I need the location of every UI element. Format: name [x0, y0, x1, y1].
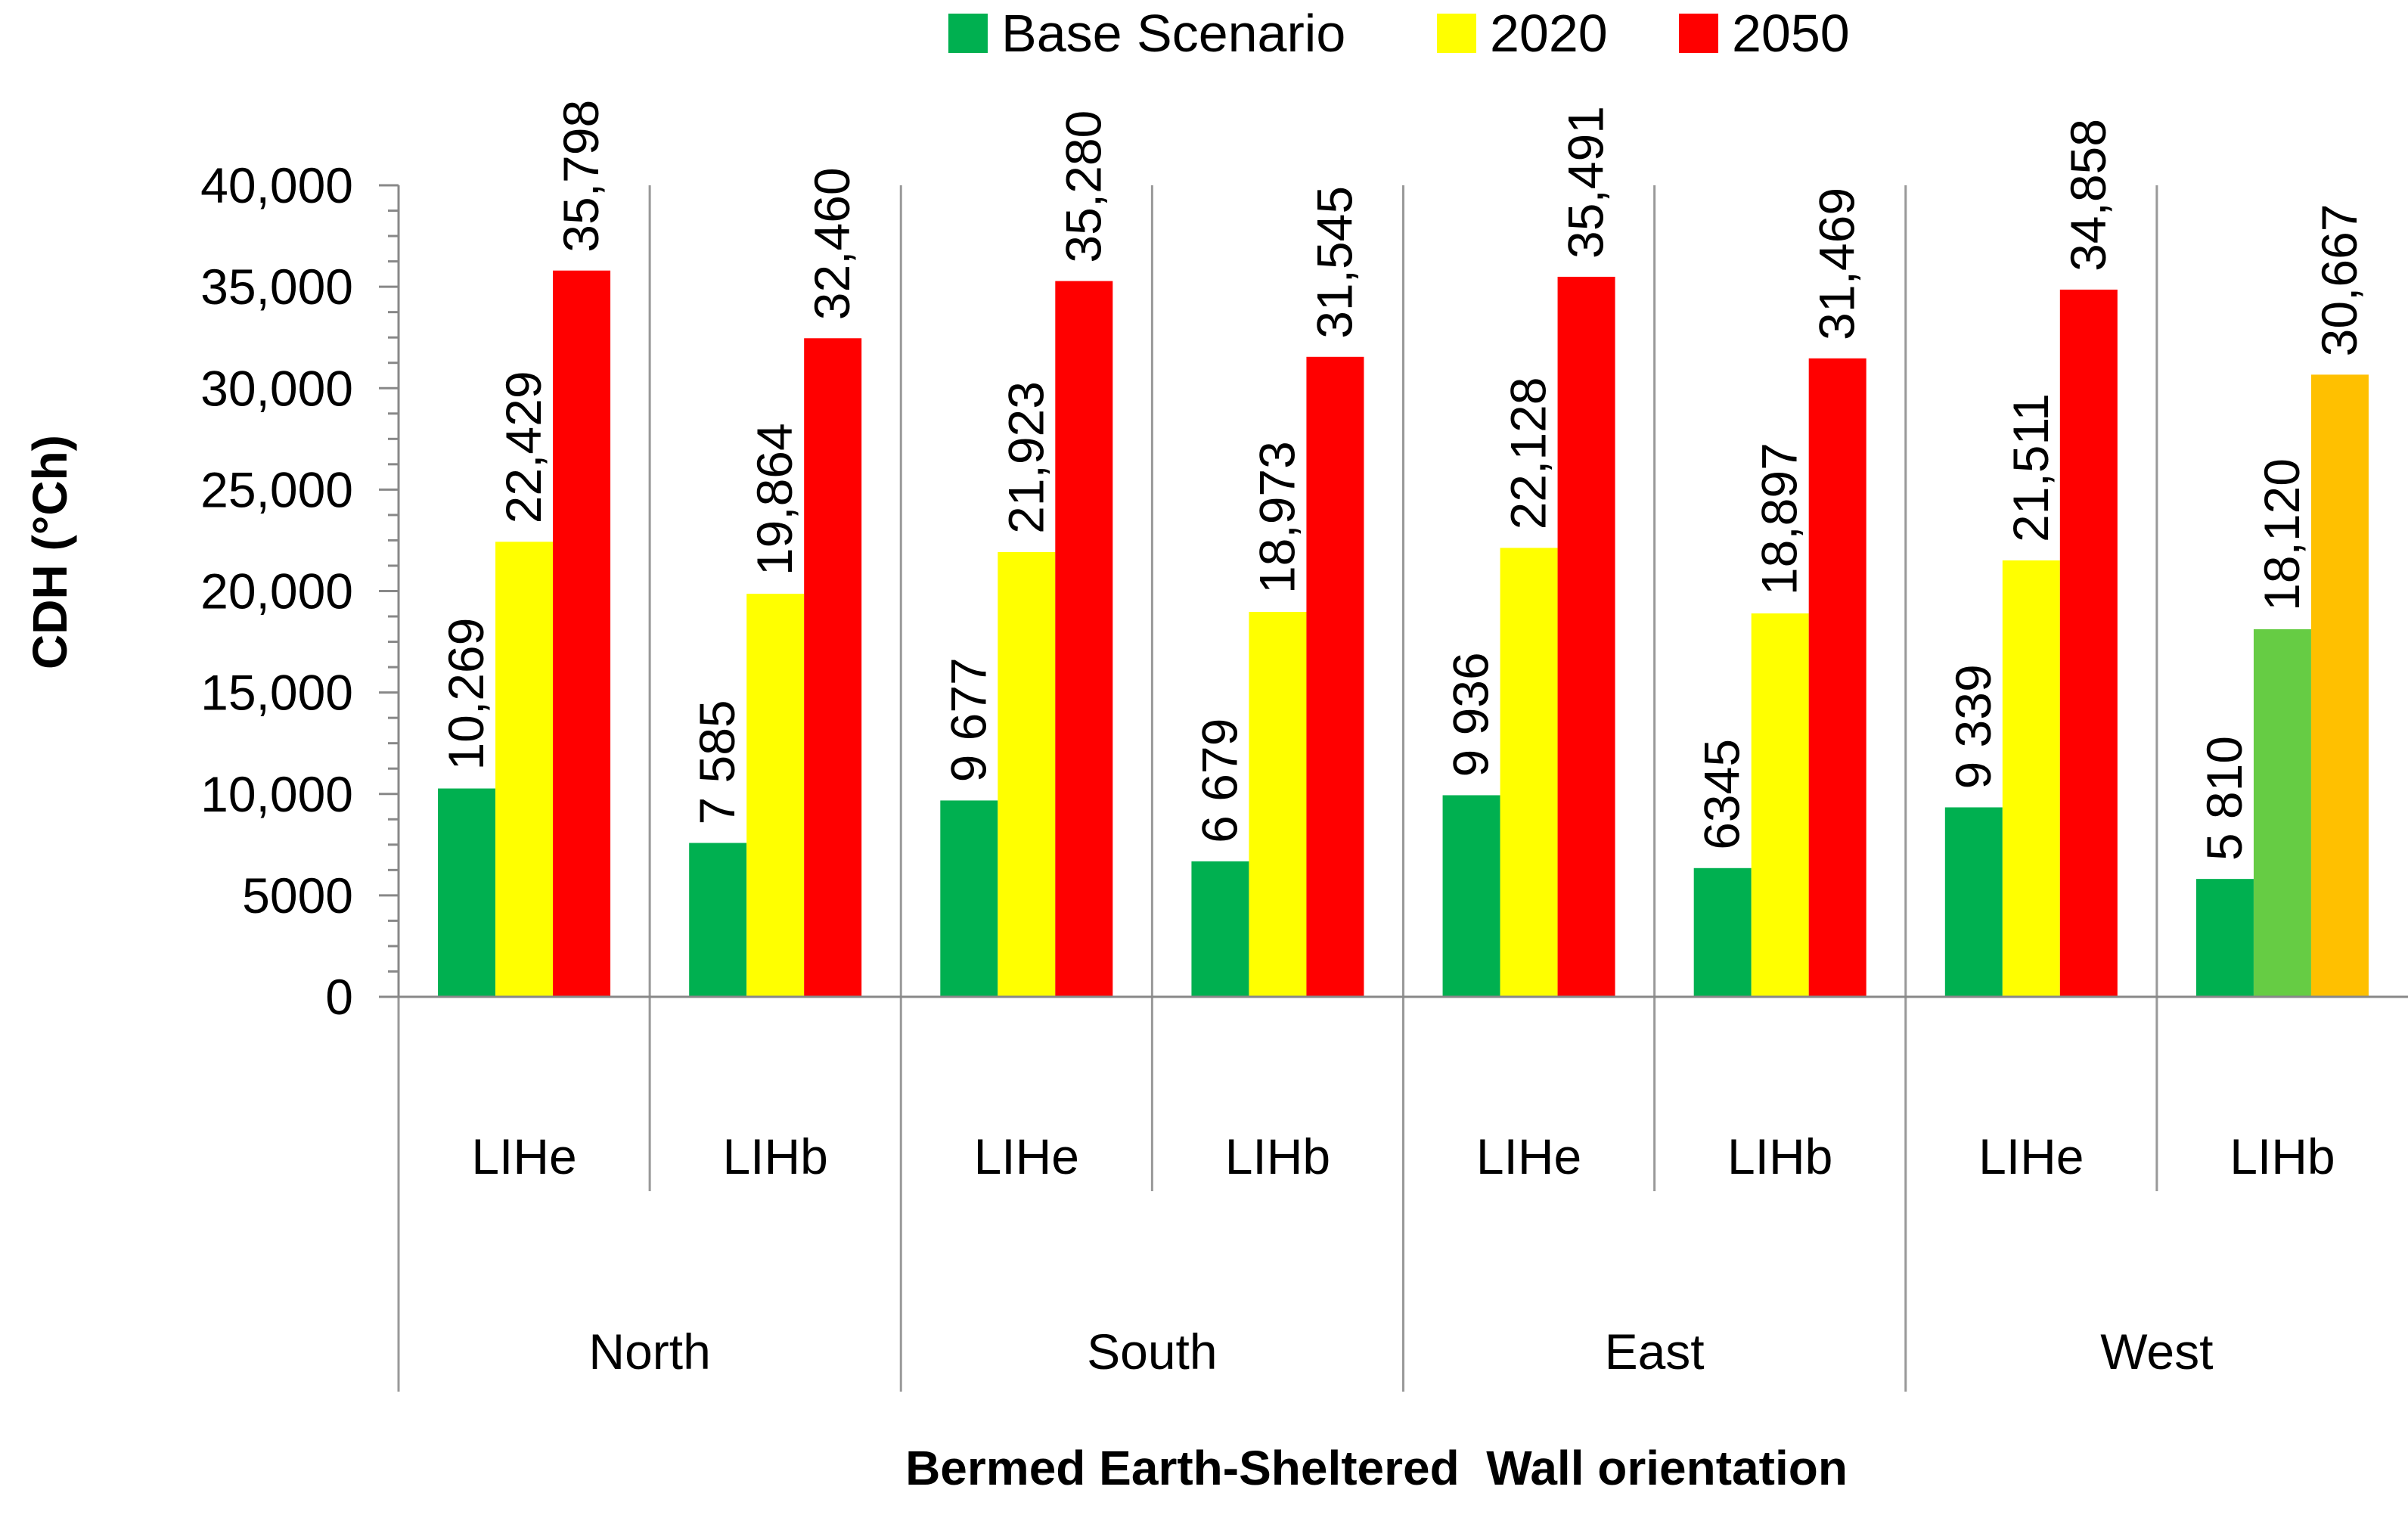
category-label: LIHb: [2230, 1128, 2335, 1184]
category-label: LIHe: [974, 1128, 1079, 1184]
y-tick-label: 0: [325, 969, 353, 1025]
data-label: 35,798: [553, 100, 609, 253]
data-label: 35,491: [1558, 106, 1614, 259]
data-label: 10,269: [438, 618, 494, 771]
category-label: LIHb: [1727, 1128, 1832, 1184]
legend: Base Scenario 2020 2050: [948, 4, 1850, 63]
bar-base-scenario: [2195, 879, 2254, 997]
category-dividers: [397, 185, 2158, 1392]
data-label: 5 810: [2196, 736, 2252, 861]
bar-2020: [1751, 613, 1809, 997]
y-tick-label: 30,000: [200, 360, 353, 416]
bar-2020: [2002, 560, 2060, 997]
data-label: 31,545: [1306, 186, 1362, 339]
y-tick-label: 25,000: [200, 461, 353, 517]
y-axis: 0 5000 10,000 15,000 20,000 25,000 30,000 35,00…: [200, 157, 400, 1025]
bar-base-scenario: [1944, 807, 2003, 997]
bar-2050: [1306, 356, 1364, 997]
bar-2050: [1055, 281, 1113, 997]
data-label: 9 936: [1443, 652, 1499, 777]
data-label: 34,858: [2060, 119, 2116, 272]
group-label: North: [588, 1324, 710, 1380]
category-label: LIHb: [722, 1128, 827, 1184]
bar-2050: [2059, 289, 2118, 997]
bar-base-scenario: [438, 788, 496, 997]
data-label: 6 679: [1191, 718, 1247, 843]
legend-swatch: [948, 14, 988, 53]
bar-2020: [746, 594, 805, 997]
data-label: 31,469: [1809, 188, 1865, 340]
category-label: LIHb: [1225, 1128, 1330, 1184]
bar-base-scenario: [940, 800, 998, 997]
data-label: 21,511: [2003, 393, 2059, 542]
group-label: West: [2100, 1324, 2213, 1380]
bar-base-scenario: [1191, 861, 1249, 997]
bar-2050: [1808, 358, 1867, 997]
bar-2050: [2310, 374, 2369, 997]
group-label: East: [1605, 1324, 1705, 1380]
x-axis: LIHe LIHb LIHe LIHb LIHe LIHb LIHe LIHb North Sou…: [399, 995, 2408, 1380]
group-label: South: [1087, 1324, 1217, 1380]
legend-label: 2020: [1490, 4, 1608, 63]
y-axis-title: CDH (°Ch): [23, 435, 77, 669]
data-label: 22,128: [1500, 377, 1556, 530]
legend-label: Base Scenario: [1001, 4, 1345, 63]
bar-2020: [495, 542, 554, 997]
data-label: 7 585: [689, 700, 745, 824]
data-label: 32,460: [804, 167, 860, 320]
y-tick-label: 5000: [242, 867, 353, 923]
data-label: 9 677: [940, 657, 996, 782]
y-tick-label: 15,000: [200, 665, 353, 721]
category-label: LIHe: [1476, 1128, 1581, 1184]
bar-2050: [804, 338, 862, 997]
y-tick-label: 10,000: [200, 766, 353, 822]
y-tick-label: 40,000: [200, 157, 353, 213]
data-label: 18,973: [1249, 441, 1305, 594]
bar-base-scenario: [689, 843, 747, 997]
data-label: 22,429: [495, 371, 551, 523]
bar-2020: [1500, 548, 1558, 997]
data-label: 9 339: [1945, 664, 2001, 789]
bars: [438, 270, 2369, 998]
data-label: 18,897: [1752, 442, 1808, 595]
data-label: 30,667: [2311, 203, 2367, 356]
legend-label: 2050: [1732, 4, 1850, 63]
legend-swatch: [1437, 14, 1476, 53]
bar-2050: [553, 270, 611, 998]
data-labels: 10,269 22,429 35,798 7 585 19,864 32,460 9 677…: [438, 100, 2367, 861]
data-label: 18,120: [2254, 458, 2310, 611]
bar-base-scenario: [1442, 795, 1500, 997]
bar-2050: [1557, 276, 1615, 997]
x-axis-title: Bermed Earth-Sheltered Wall orientation: [905, 1441, 1848, 1495]
bar-base-scenario: [1693, 867, 1752, 997]
bar-2020: [2253, 628, 2311, 997]
category-label: LIHe: [1978, 1128, 2084, 1184]
y-tick-label: 20,000: [200, 563, 353, 619]
bar-2020: [1249, 612, 1307, 997]
legend-swatch: [1679, 14, 1718, 53]
category-label: LIHe: [471, 1128, 576, 1184]
y-tick-label: 35,000: [200, 259, 353, 315]
data-label: 19,864: [746, 423, 802, 576]
data-label: 6345: [1694, 739, 1750, 850]
data-label: 21,923: [998, 381, 1054, 534]
data-label: 35,280: [1055, 110, 1111, 263]
bar-2020: [998, 551, 1056, 997]
